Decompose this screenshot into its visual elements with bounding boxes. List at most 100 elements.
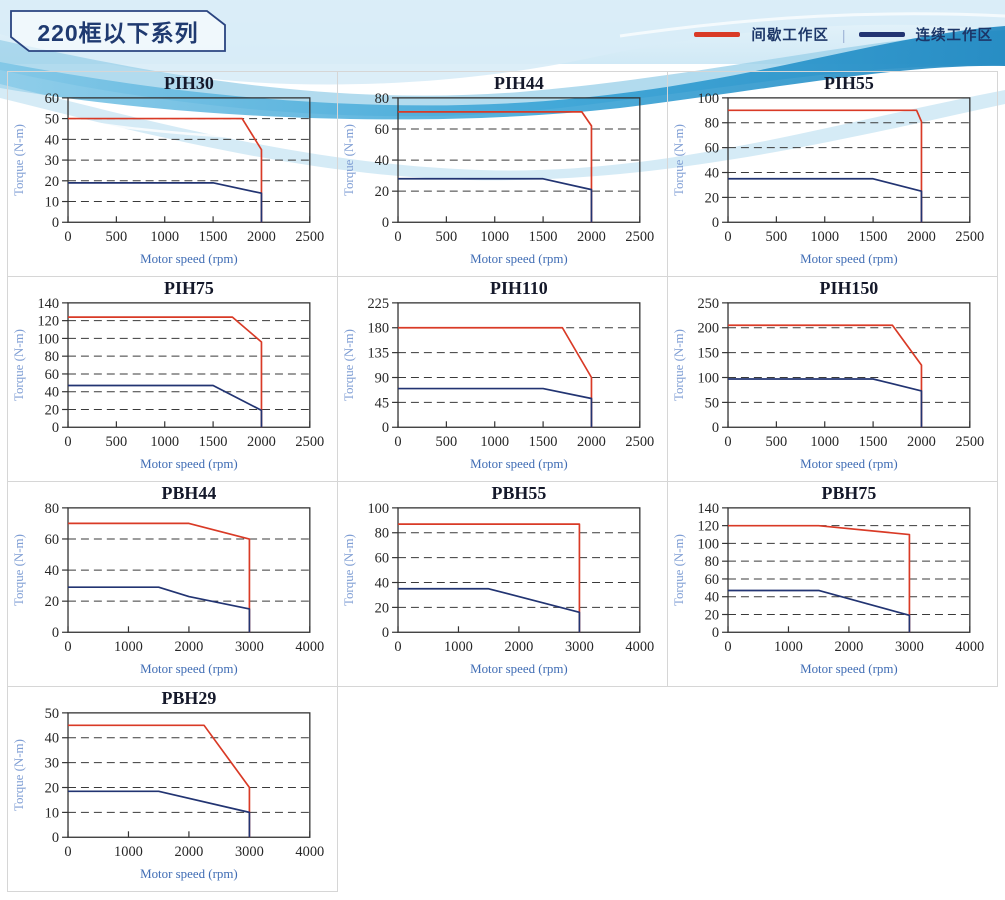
plot-border — [67, 302, 311, 428]
y-tick-label: 180 — [367, 321, 389, 337]
x-tick-label: 0 — [64, 639, 71, 655]
x-tick-label: 1000 — [480, 434, 509, 450]
x-axis-label: Motor speed (rpm) — [800, 251, 898, 266]
chart-title: PBH55 — [492, 483, 547, 503]
legend: 间歇工作区 | 连续工作区 — [694, 24, 993, 45]
x-axis-label: Motor speed (rpm) — [140, 251, 238, 266]
y-axis-label: Torque (N-m) — [671, 124, 686, 196]
header: 220框以下系列 间歇工作区 | 连续工作区 — [0, 0, 1005, 72]
plot-border — [727, 302, 971, 428]
legend-line-continuous-icon — [858, 32, 905, 37]
y-tick-label: 30 — [45, 756, 59, 772]
series-continuous-zone — [728, 589, 911, 633]
x-tick-label: 2500 — [625, 434, 654, 450]
y-tick-label: 140 — [37, 296, 59, 312]
page-title: 220框以下系列 — [37, 20, 199, 46]
x-tick-label: 4000 — [295, 639, 324, 655]
y-tick-label: 0 — [712, 420, 719, 436]
chart-PBH55: 0 1000 2000 3000 4000 0 20 40 60 80 100 PBH55 Motor … — [341, 483, 654, 676]
y-axis-label: Torque (N-m) — [11, 739, 26, 811]
y-tick-label: 80 — [45, 349, 59, 365]
x-tick-label: 500 — [436, 434, 458, 450]
y-tick-label: 0 — [52, 420, 59, 436]
plot-border — [397, 507, 641, 633]
x-tick-label: 4000 — [625, 639, 654, 655]
x-tick-label: 2500 — [955, 229, 984, 245]
chart-PBH29: 0 1000 2000 3000 4000 0 10 20 30 40 50 PBH29 Motor s… — [11, 688, 324, 881]
y-axis-label: Torque (N-m) — [341, 329, 356, 401]
y-axis-label: Torque (N-m) — [341, 124, 356, 196]
x-tick-label: 1000 — [810, 229, 839, 245]
x-tick-label: 500 — [436, 229, 458, 245]
x-tick-label: 1500 — [199, 434, 228, 450]
series-continuous-zone — [398, 177, 593, 223]
x-tick-label: 1000 — [810, 434, 839, 450]
chart-title: PIH44 — [494, 73, 544, 93]
x-tick-label: 3000 — [235, 639, 264, 655]
chart-cell-PBH29: 0 1000 2000 3000 4000 0 10 20 30 40 50 PBH29 Motor s… — [7, 686, 338, 892]
x-tick-label: 2500 — [295, 229, 324, 245]
series-intermittent-zone — [398, 523, 581, 633]
y-tick-label: 100 — [697, 91, 719, 107]
chart-PIH55: 0 500 1000 1500 2000 2500 0 20 40 60 80 100 PIH55 Mot… — [671, 73, 984, 266]
x-tick-label: 0 — [724, 229, 731, 245]
y-tick-label: 20 — [45, 402, 59, 418]
x-tick-label: 1500 — [529, 229, 558, 245]
x-axis-label: Motor speed (rpm) — [140, 456, 238, 471]
series-continuous-zone — [728, 177, 923, 223]
chart-cell-PIH150: 0 500 1000 1500 2000 2500 0 50 100 150 200 250 PIH15… — [667, 276, 998, 482]
y-tick-label: 225 — [367, 296, 389, 312]
chart-grid: 0 500 1000 1500 2000 2500 0 10 20 30 40 50 60 PIH30 Mo… — [7, 71, 998, 892]
legend-label-intermittent: 间歇工作区 — [751, 28, 829, 44]
y-tick-label: 0 — [382, 625, 389, 641]
chart-title: PBH44 — [162, 483, 217, 503]
x-tick-label: 4000 — [955, 639, 984, 655]
plot-border — [727, 507, 971, 633]
series-intermittent-zone — [68, 724, 251, 838]
y-tick-label: 20 — [375, 600, 389, 616]
x-tick-label: 2000 — [175, 639, 204, 655]
plot-border — [397, 302, 641, 428]
chart-title: PIH30 — [164, 73, 214, 93]
y-tick-label: 20 — [375, 184, 389, 200]
x-tick-label: 3000 — [895, 639, 924, 655]
y-tick-label: 80 — [375, 526, 389, 542]
legend-separator: | — [841, 26, 846, 43]
y-axis-label: Torque (N-m) — [671, 329, 686, 401]
chart-title: PIH55 — [824, 73, 874, 93]
series-continuous-zone — [728, 378, 923, 428]
chart-PIH110: 0 500 1000 1500 2000 2500 0 45 90 135 180 225 PIH110… — [341, 278, 654, 471]
series-intermittent-zone — [68, 316, 263, 428]
x-tick-label: 2000 — [175, 844, 204, 860]
series-title-box: 220框以下系列 — [8, 9, 228, 53]
series-intermittent-zone — [398, 111, 593, 223]
y-tick-label: 0 — [712, 215, 719, 231]
x-tick-label: 2000 — [577, 434, 606, 450]
x-tick-label: 0 — [394, 434, 401, 450]
x-tick-label: 3000 — [565, 639, 594, 655]
y-tick-label: 45 — [375, 395, 389, 411]
x-tick-label: 1000 — [774, 639, 803, 655]
x-tick-label: 0 — [394, 229, 401, 245]
y-tick-label: 60 — [45, 532, 59, 548]
series-continuous-zone — [68, 586, 251, 633]
y-tick-label: 60 — [375, 551, 389, 567]
chart-PIH44: 0 500 1000 1500 2000 2500 0 20 40 60 80 PIH44 Motor … — [341, 73, 654, 266]
y-tick-label: 0 — [382, 420, 389, 436]
x-tick-label: 1000 — [480, 229, 509, 245]
x-tick-label: 0 — [724, 434, 731, 450]
y-tick-label: 0 — [52, 830, 59, 846]
y-axis-label: Torque (N-m) — [671, 534, 686, 606]
chart-title: PIH75 — [164, 278, 214, 298]
y-tick-label: 0 — [382, 215, 389, 231]
y-tick-label: 40 — [45, 385, 59, 401]
x-tick-label: 1500 — [529, 434, 558, 450]
chart-PIH150: 0 500 1000 1500 2000 2500 0 50 100 150 200 250 PIH15… — [671, 278, 984, 471]
x-tick-label: 500 — [106, 229, 128, 245]
chart-PBH44: 0 1000 2000 3000 4000 0 20 40 60 80 PBH44 Motor spe… — [11, 483, 324, 676]
y-tick-label: 20 — [45, 174, 59, 190]
y-tick-label: 60 — [375, 122, 389, 138]
y-tick-label: 40 — [45, 563, 59, 579]
